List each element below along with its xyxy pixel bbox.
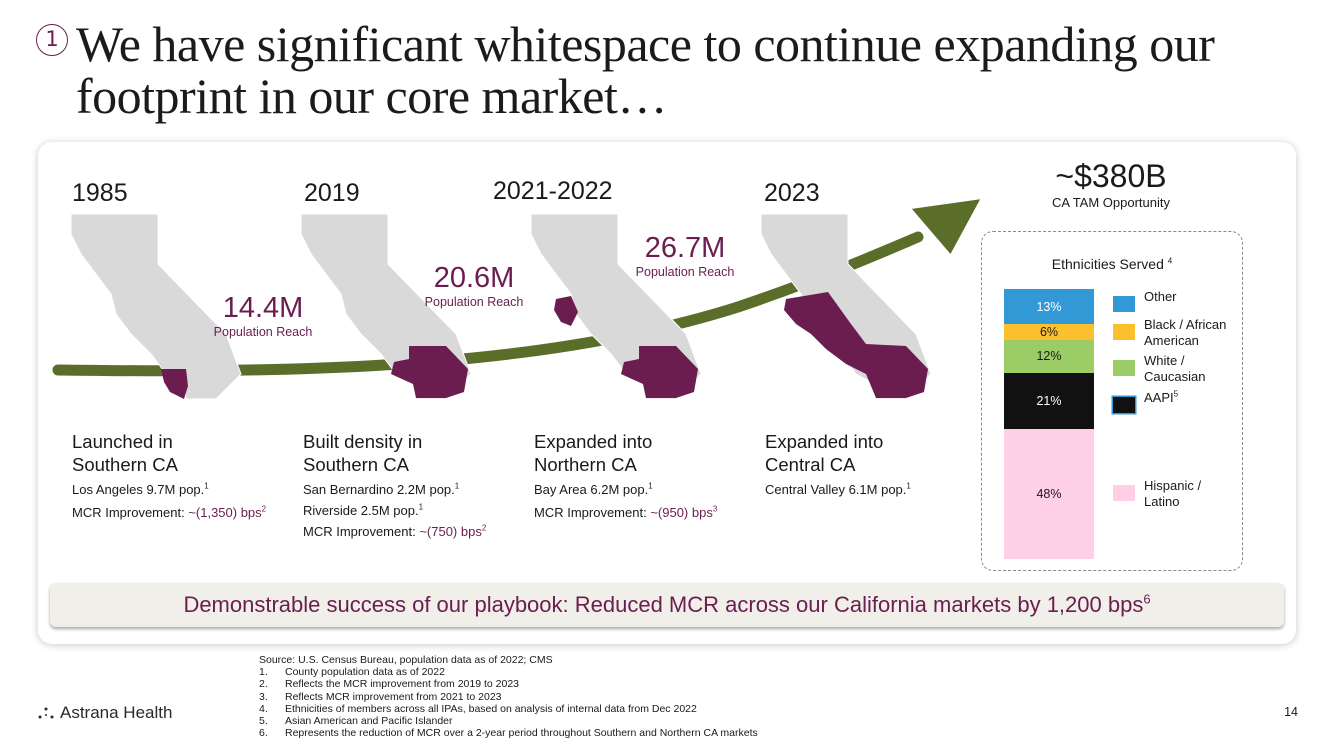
- logo-text: Astrana Health: [60, 703, 173, 722]
- growth-arrow-head: [911, 199, 981, 254]
- bay-area-region: [554, 296, 578, 326]
- stage-year-1985: 1985: [72, 179, 128, 207]
- ethnicity-segment: 12%: [1004, 340, 1094, 373]
- legend-swatch: [1113, 397, 1135, 413]
- stage-detail: MCR Improvement: ~(950) bps3: [534, 504, 718, 520]
- stage-detail: Los Angeles 9.7M pop.1: [72, 481, 209, 497]
- population-reach-3: 26.7M Population Reach: [605, 232, 765, 279]
- legend-swatch: [1113, 324, 1135, 340]
- footnote-item: 1. County population data as of 2022: [259, 666, 445, 679]
- legend-swatch: [1113, 485, 1135, 501]
- population-reach-value: 26.7M: [644, 232, 726, 264]
- footnote-list: 1. County population data as of 2022 2. Ref…: [259, 666, 758, 739]
- population-reach-1: 14.4M Population Reach: [183, 292, 343, 339]
- california-map-2021-2022: [530, 213, 702, 400]
- stage-4-text: Expanded into Central CA Central Valley …: [765, 430, 911, 498]
- central-valley-region: [784, 292, 928, 398]
- legend-label: Black / African American: [1144, 317, 1227, 348]
- footnote-item: 3. Reflects MCR improvement from 2021 to …: [259, 690, 502, 703]
- ethnicities-title: Ethnicities Served 4: [1051, 256, 1173, 272]
- ethnicities-panel: Ethnicities Served 4 48% 21% 12% 6% 13% Othe…: [981, 231, 1243, 571]
- footnote-source: Source: U.S. Census Bureau, population d…: [259, 654, 553, 666]
- stage-title-line: Northern CA: [534, 454, 637, 475]
- legend-swatch: [1113, 360, 1135, 376]
- section-number-badge: 1: [36, 24, 68, 56]
- stage-detail: MCR Improvement: ~(1,350) bps2: [72, 504, 267, 520]
- footnote-item: 4. Ethnicities of members across all IPAs…: [259, 702, 697, 715]
- stage-detail: MCR Improvement: ~(750) bps2: [303, 523, 487, 539]
- stage-title-line: Built density in: [303, 431, 423, 452]
- ethnicity-segment: 13%: [1004, 289, 1094, 325]
- tam-label: CA TAM Opportunity: [1051, 195, 1170, 210]
- stage-detail: Central Valley 6.1M pop.1: [765, 481, 911, 497]
- legend-swatch: [1113, 296, 1135, 312]
- stage-year-2021-2022: 2021-2022: [493, 177, 613, 205]
- stage-year-2019: 2019: [304, 179, 360, 207]
- stage-title-line: Launched in: [72, 431, 173, 452]
- stage-title-line: Southern CA: [303, 454, 409, 475]
- stage-detail: Bay Area 6.2M pop.1: [534, 481, 653, 497]
- stage-title-line: Central CA: [765, 454, 856, 475]
- legend-label: Other: [1144, 289, 1177, 304]
- california-map-2023: [760, 213, 932, 400]
- california-map-2019: [300, 213, 472, 400]
- stage-detail: Riverside 2.5M pop.1: [303, 502, 424, 518]
- ethnicity-segment: 21%: [1004, 372, 1094, 430]
- stage-title-line: Expanded into: [534, 431, 653, 452]
- tam-block: ~$380B CA TAM Opportunity: [1011, 158, 1211, 210]
- playbook-success-banner: Demonstrable success of our playbook: Re…: [50, 583, 1284, 627]
- population-reach-value: 14.4M: [222, 292, 304, 324]
- stage-year-2023: 2023: [764, 179, 820, 207]
- legend-label: Hispanic / Latino: [1144, 478, 1202, 509]
- company-logo: Astrana Health: [36, 703, 172, 723]
- legend-label: White / Caucasian: [1144, 353, 1206, 384]
- footnote-item: 5. Asian American and Pacific Islander: [259, 715, 453, 728]
- stage-title-line: Expanded into: [765, 431, 884, 452]
- logo-mark-icon: [38, 707, 54, 719]
- stage-1-text: Launched in Southern CA Los Angeles 9.7M…: [72, 430, 266, 521]
- page-number: 14: [1284, 705, 1298, 719]
- population-reach-label: Population Reach: [635, 265, 735, 279]
- stage-2-text: Built density in Southern CA San Bernard…: [303, 430, 486, 540]
- footnotes: Source: U.S. Census Bureau, population d…: [259, 654, 758, 739]
- ethnicity-segment: 6%: [1004, 324, 1094, 341]
- expansion-card: 1985 2019 2021-2022 2023 14.4M Populatio…: [38, 142, 1296, 644]
- california-map-1985: [70, 213, 242, 400]
- ethnicity-segment: 48%: [1004, 429, 1094, 559]
- population-reach-value: 20.6M: [433, 262, 515, 294]
- la-county-region: [161, 369, 188, 399]
- southern-ca-region: [621, 346, 698, 398]
- legend-label: AAPI5: [1144, 389, 1179, 405]
- population-reach-label: Population Reach: [213, 325, 313, 339]
- tam-value: ~$380B: [1055, 158, 1167, 194]
- stage-3-text: Expanded into Northern CA Bay Area 6.2M …: [534, 430, 717, 521]
- stage-title-line: Southern CA: [72, 454, 178, 475]
- population-reach-2: 20.6M Population Reach: [394, 262, 554, 309]
- page-title: We have significant whitespace to contin…: [76, 16, 1215, 124]
- population-reach-label: Population Reach: [424, 295, 524, 309]
- footnote-item: 6. Represents the reduction of MCR over a…: [259, 727, 758, 740]
- san-bernardino-riverside-region: [391, 346, 468, 398]
- expansion-graphic: [52, 199, 981, 400]
- stage-detail: San Bernardino 2.2M pop.1: [303, 481, 460, 497]
- footnote-item: 2. Reflects the MCR improvement from 2019…: [259, 678, 520, 691]
